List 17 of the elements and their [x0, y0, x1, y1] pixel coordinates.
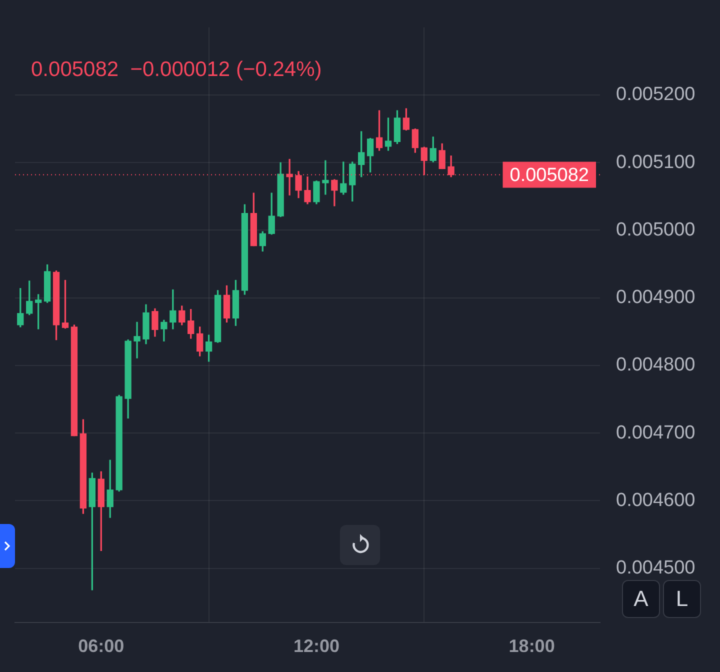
y-tick-label: 0.005000 — [616, 219, 696, 240]
y-tick-label: 0.004800 — [616, 354, 696, 376]
x-tick-label: 06:00 — [78, 636, 124, 656]
candlestick — [322, 160, 329, 195]
y-tick-label: 0.005100 — [616, 152, 696, 173]
text: 0.005082 −0.000012 (−0.24%) — [31, 58, 322, 82]
y-tick-label: 0.004600 — [616, 490, 696, 511]
candlestick — [134, 322, 140, 358]
text: L — [663, 580, 701, 618]
text: A — [622, 580, 660, 618]
y-tick-label: 0.004700 — [616, 422, 696, 444]
y-tick-label: 0.005200 — [616, 84, 696, 106]
y-tick-label: 0.004900 — [616, 287, 696, 308]
y-tick-label: 0.004500 — [616, 558, 696, 579]
ref-line-label: 0.005082 — [510, 165, 590, 186]
x-tick-label: 18:00 — [508, 636, 555, 656]
x-tick-label: 12:00 — [293, 636, 340, 656]
